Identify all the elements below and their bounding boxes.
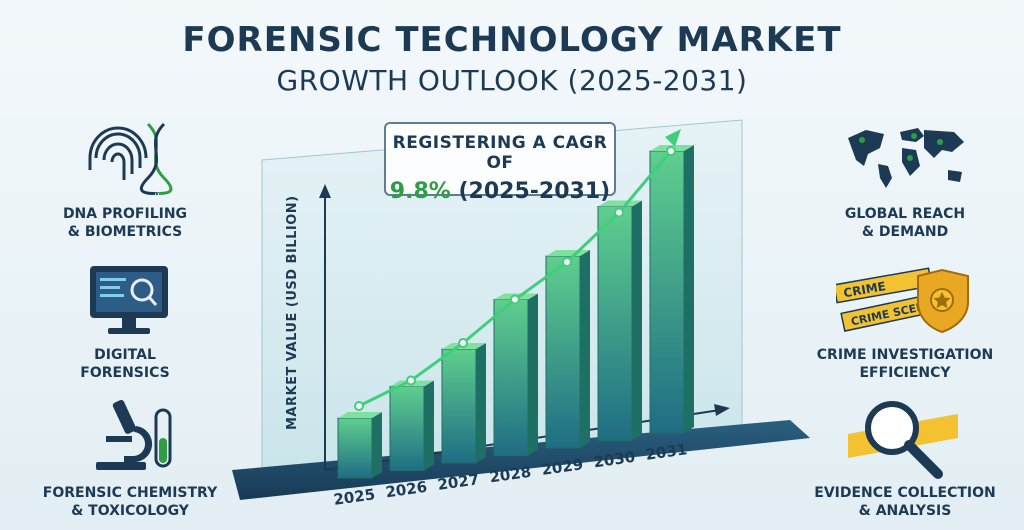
feature-crime-investigation: CRIME INVESTIGATION EFFICIENCY	[816, 347, 994, 381]
bar-2030	[597, 200, 642, 441]
x-tick-label: 2025	[332, 485, 376, 509]
trend-point	[406, 375, 416, 386]
y-axis-arrow	[319, 184, 331, 198]
trend-point	[666, 146, 676, 156]
chart-base	[232, 420, 810, 500]
fingerprint-dna-icon	[88, 122, 173, 196]
cagr-callout: REGISTERING A CAGR OF 9.8% (2025-2031)	[384, 122, 616, 204]
bar-2029	[545, 250, 590, 449]
trend-arrow	[665, 129, 681, 147]
cagr-value-line: 9.8% (2025-2031)	[386, 179, 614, 204]
trend-point	[354, 401, 364, 411]
world-map-icon	[848, 128, 964, 188]
x-tick-label: 2030	[592, 448, 636, 472]
magnifying-glass-icon	[848, 401, 958, 479]
y-axis-label: MARKET VALUE (USD BILLION)	[285, 195, 300, 430]
x-axis-arrow	[714, 404, 730, 416]
feature-evidence-collection: EVIDENCE COLLECTION & ANALYSIS	[814, 485, 996, 519]
cagr-label: REGISTERING A CAGR OF	[392, 133, 608, 173]
computer-monitor-icon	[90, 266, 168, 334]
x-tick-label: 2028	[488, 463, 532, 487]
trend-point	[562, 257, 572, 267]
page-title: FORENSIC TECHNOLOGY MARKET	[182, 20, 842, 60]
feature-digital-forensics: DIGITAL FORENSICS	[80, 347, 170, 381]
bar-2027	[441, 343, 486, 464]
x-tick-label: 2027	[436, 470, 480, 494]
bar-2026	[389, 380, 434, 471]
police-badge-crime-tape-icon: CRIME CRIME SCENE	[836, 267, 969, 334]
bar-2025	[337, 412, 382, 479]
x-tick-label: 2026	[384, 478, 428, 502]
feature-dna-profiling: DNA PROFILING & BIOMETRICS	[62, 206, 188, 240]
trend-point	[510, 294, 520, 305]
microscope-test-tube-icon	[96, 399, 172, 470]
trend-point	[458, 338, 468, 348]
x-tick-label: 2031	[644, 440, 688, 464]
trend-point	[614, 207, 624, 218]
page-subtitle: GROWTH OUTLOOK (2025-2031)	[276, 64, 748, 97]
bar-2028	[493, 293, 538, 456]
cagr-value: 9.8%	[389, 179, 451, 204]
bar-2031	[649, 145, 694, 434]
x-tick-label: 2029	[540, 455, 584, 479]
feature-forensic-chemistry: FORENSIC CHEMISTRY & TOXICOLOGY	[42, 485, 218, 519]
feature-global-reach: GLOBAL REACH & DEMAND	[844, 206, 966, 240]
cagr-period: (2025-2031)	[458, 179, 611, 204]
